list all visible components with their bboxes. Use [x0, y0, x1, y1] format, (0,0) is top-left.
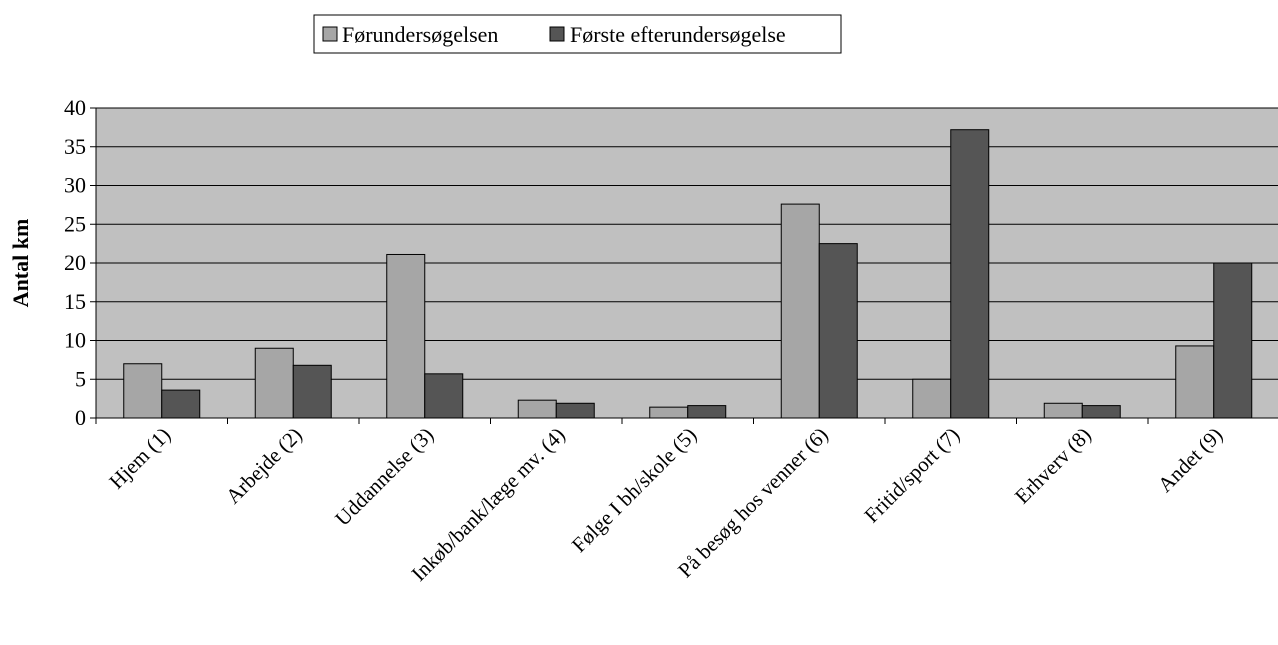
y-tick-label: 10 [64, 328, 86, 353]
x-category-label: Følge I bh/skole (5) [567, 423, 702, 558]
x-category-label: Hjem (1) [104, 423, 175, 494]
bar-series-2-cat-5 [687, 405, 727, 419]
x-category-label: Andet (9) [1153, 423, 1227, 497]
y-tick-label: 20 [64, 250, 86, 275]
y-axis-ticks: 0 5 10 15 20 25 30 35 40 [64, 95, 96, 430]
legend-swatch-series-2 [549, 26, 565, 42]
bar-series-1-cat-6 [780, 203, 820, 419]
x-axis-ticks: Hjem (1) Arbejde (2) Uddannelse (3)Inkøb/b… [95, 418, 1227, 586]
bar-series-1-cat-8 [1043, 402, 1083, 419]
x-category-label: Arbejde (2) [221, 423, 307, 509]
y-tick-label: 30 [64, 173, 86, 198]
bar-series-1-cat-7 [912, 378, 952, 419]
gridlines [96, 107, 1278, 380]
legend-swatch-series-1 [322, 26, 338, 42]
bar-series-2-cat-2 [292, 364, 332, 419]
legend-box [313, 14, 842, 54]
y-tick-label: 25 [64, 211, 86, 236]
y-axis-title: Antal km [8, 219, 33, 308]
x-category-label: Uddannelse (3) [330, 423, 438, 531]
x-category-label: Fritid/sport (7) [859, 423, 964, 528]
bar-series-2-cat-7 [950, 129, 990, 419]
bar-series-2-cat-9 [1213, 262, 1253, 419]
bar-series-1-cat-4 [517, 399, 557, 419]
bar-series-2-cat-6 [818, 243, 858, 419]
bar-series-2-cat-1 [161, 389, 201, 419]
bars [123, 129, 1253, 419]
bar-series-1-cat-1 [123, 363, 163, 419]
x-category-label: På besøg hos venner (6) [673, 423, 833, 583]
bar-series-2-cat-8 [1081, 405, 1121, 419]
bar-series-1-cat-9 [1175, 345, 1215, 419]
bar-series-1-cat-2 [254, 347, 294, 419]
x-category-label: Inkøb/bank/læge mv. (4) [407, 423, 570, 586]
bar-series-2-cat-4 [555, 402, 595, 419]
legend-label-series-1: Førundersøgelsen [342, 22, 498, 47]
legend: Førundersøgelsen Første efterundersøgels… [313, 14, 842, 54]
y-tick-label: 15 [64, 289, 86, 314]
y-tick-label: 40 [64, 95, 86, 120]
y-tick-label: 35 [64, 134, 86, 159]
x-category-label: Erhverv (8) [1010, 423, 1096, 509]
bar-series-1-cat-5 [649, 406, 689, 419]
y-tick-label: 0 [75, 405, 86, 430]
bar-series-2-cat-3 [424, 373, 464, 419]
legend-label-series-2: Første efterundersøgelse [570, 22, 786, 47]
bar-series-1-cat-3 [386, 253, 426, 419]
y-tick-label: 5 [75, 366, 86, 391]
